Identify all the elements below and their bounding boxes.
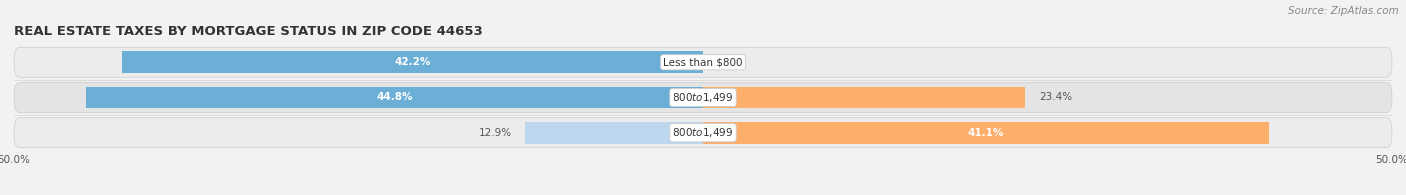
- Text: $800 to $1,499: $800 to $1,499: [672, 126, 734, 139]
- Text: Less than $800: Less than $800: [664, 57, 742, 67]
- FancyBboxPatch shape: [14, 118, 1392, 148]
- Text: 42.2%: 42.2%: [394, 57, 430, 67]
- FancyBboxPatch shape: [14, 82, 1392, 113]
- Bar: [703, 122, 1270, 144]
- Text: 0.0%: 0.0%: [717, 57, 742, 67]
- Text: 41.1%: 41.1%: [967, 128, 1004, 138]
- Bar: [86, 87, 703, 108]
- Text: 12.9%: 12.9%: [478, 128, 512, 138]
- Text: 44.8%: 44.8%: [375, 92, 412, 103]
- Bar: [703, 87, 1025, 108]
- Text: REAL ESTATE TAXES BY MORTGAGE STATUS IN ZIP CODE 44653: REAL ESTATE TAXES BY MORTGAGE STATUS IN …: [14, 25, 482, 38]
- Text: 23.4%: 23.4%: [1039, 92, 1073, 103]
- Text: $800 to $1,499: $800 to $1,499: [672, 91, 734, 104]
- FancyBboxPatch shape: [14, 47, 1392, 77]
- Bar: [526, 122, 703, 144]
- Text: Source: ZipAtlas.com: Source: ZipAtlas.com: [1288, 6, 1399, 16]
- Bar: [121, 51, 703, 73]
